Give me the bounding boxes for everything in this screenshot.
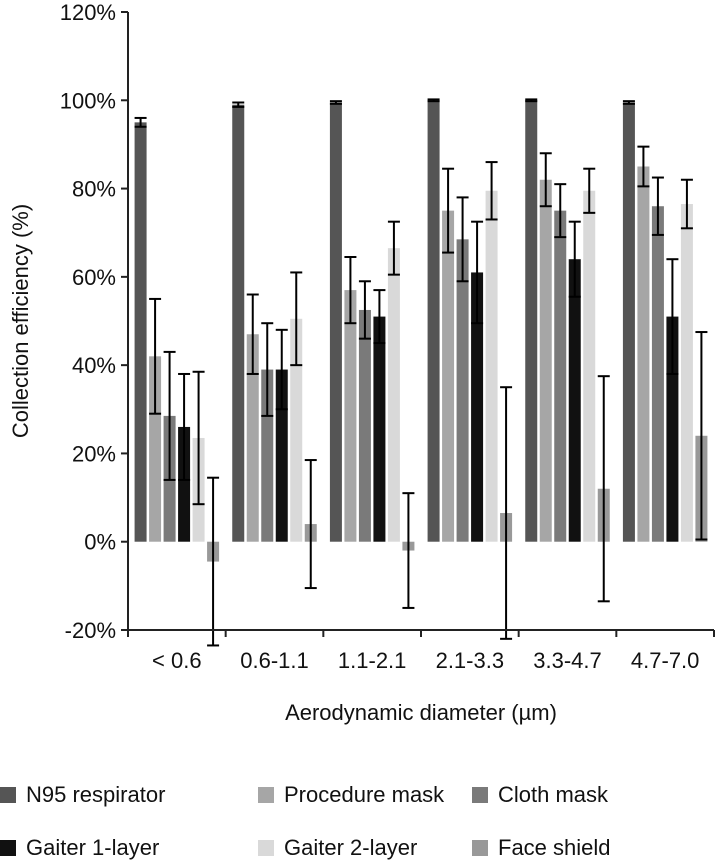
legend-label: Face shield [498,835,611,860]
x-tick-label: < 0.6 [152,648,202,673]
bar-cloth-mask [261,369,274,542]
y-tick-label: 60% [72,265,116,290]
legend-item-procedure-mask: Procedure mask [258,782,444,808]
bar-cloth-mask [456,239,469,542]
bar-procedure-mask [539,179,552,542]
legend-item-gaiter-2-layer: Gaiter 2-layer [258,835,417,861]
bar-gaiter-1-layer [178,426,191,542]
bar-cloth-mask [554,210,567,542]
legend-item-cloth-mask: Cloth mask [472,782,608,808]
x-tick-label: 4.7-7.0 [631,648,700,673]
bar-gaiter-2-layer [387,248,400,542]
y-tick-label: 120% [60,0,116,25]
legend-swatch [258,787,274,803]
bar-gaiter-2-layer [583,190,596,542]
y-tick-label: 0% [84,530,116,555]
x-tick-label: 0.6-1.1 [240,648,309,673]
bar-procedure-mask [442,210,455,542]
bar-gaiter-1-layer [666,316,679,542]
bar-gaiter-1-layer [568,259,581,542]
bar-cloth-mask [651,206,664,542]
legend-swatch [472,840,488,856]
bar-n95-respirator [622,102,635,542]
bar-procedure-mask [344,290,357,542]
x-tick-label: 1.1-2.1 [338,648,407,673]
bar-gaiter-1-layer [471,272,484,542]
bar-n95-respirator [232,104,245,542]
y-tick-label: 40% [72,353,116,378]
x-tick-label: 3.3-4.7 [533,648,602,673]
x-tick-label: 2.1-3.3 [436,648,505,673]
bar-gaiter-1-layer [373,316,386,542]
legend-label: Cloth mask [498,782,609,807]
error-bars-layer [134,98,708,647]
bar-procedure-mask [246,334,259,542]
y-ticks-layer: -20% 0% 20% 40% 60% 80% 100% 120% [60,0,128,643]
legend-item-gaiter-1-layer: Gaiter 1-layer [0,835,159,861]
bar-chart: -20% 0% 20% 40% 60% 80% 100% 120% < 0.6 0.6-1.1 1… [8,0,715,725]
y-axis-title: Collection efficiency (%) [8,204,33,438]
legend-label: N95 respirator [26,782,166,807]
bar-cloth-mask [358,309,371,542]
legend-label: Gaiter 2-layer [284,835,418,860]
legend-swatch [258,840,274,856]
x-ticks-layer: < 0.6 0.6-1.1 1.1-2.1 2.1-3.3 3.3-4.7 4.7-7.0 [127,630,715,673]
bar-n95-respirator [525,100,538,542]
bar-gaiter-2-layer [680,204,693,542]
bar-procedure-mask [149,356,162,542]
legend: N95 respirator Procedure mask Cloth mask Ga… [0,770,720,861]
legend-label: Procedure mask [284,782,445,807]
bar-n95-respirator [329,102,342,542]
bar-gaiter-1-layer [275,369,288,542]
legend-item-face-shield: Face shield [472,835,611,861]
bar-procedure-mask [637,166,650,542]
bar-n95-respirator [134,122,147,542]
bar-gaiter-2-layer [485,190,498,542]
y-tick-label: 80% [72,177,116,202]
bar-gaiter-2-layer [290,318,303,542]
y-tick-label: 20% [72,441,116,466]
y-tick-label: -20% [65,618,116,643]
bars-layer [134,100,708,562]
x-axis-title: Aerodynamic diameter (µm) [285,700,557,725]
legend-label: Gaiter 1-layer [26,835,160,860]
legend-swatch [0,840,16,856]
legend-swatch [0,787,16,803]
legend-item-n95-respirator: N95 respirator [0,782,165,808]
legend-swatch [472,787,488,803]
y-tick-label: 100% [60,88,116,113]
bar-n95-respirator [427,100,440,542]
